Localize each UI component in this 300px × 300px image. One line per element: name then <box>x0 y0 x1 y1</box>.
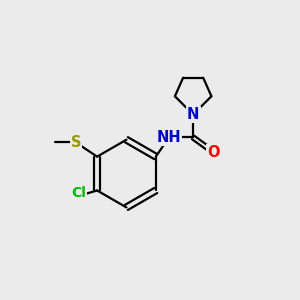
Text: NH: NH <box>157 130 181 145</box>
Text: S: S <box>71 135 81 150</box>
Text: N: N <box>187 107 200 122</box>
Text: O: O <box>208 145 220 160</box>
Text: Cl: Cl <box>71 186 86 200</box>
